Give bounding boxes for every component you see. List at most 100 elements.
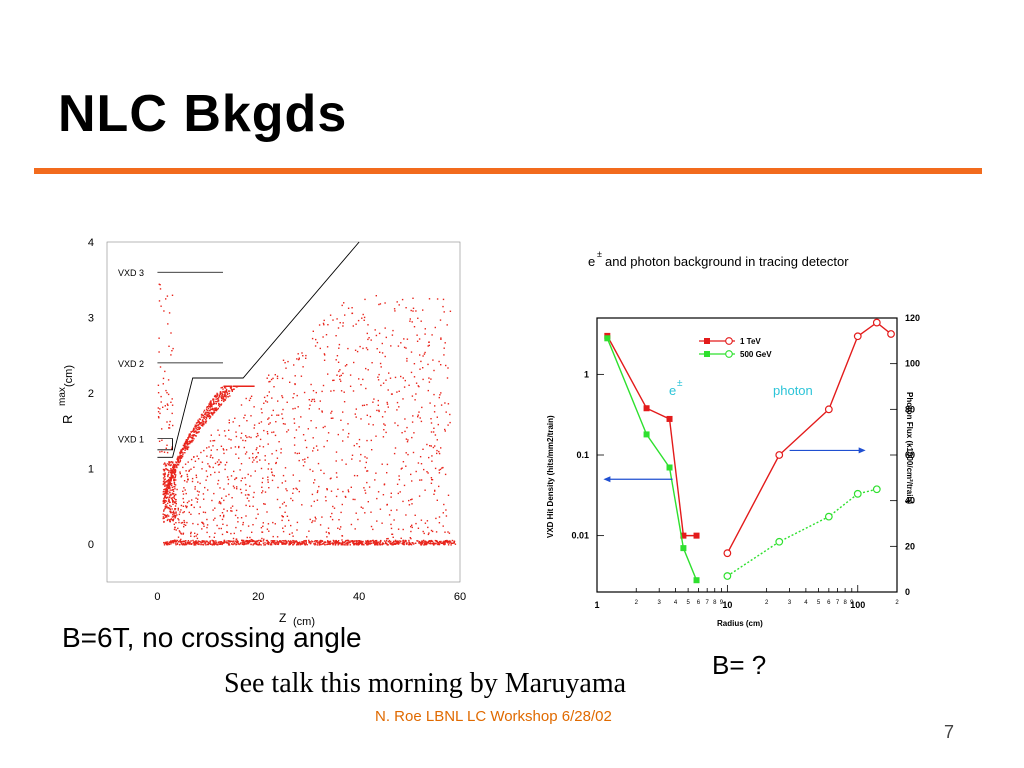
scatter-point — [261, 486, 263, 488]
scatter-point — [219, 394, 221, 396]
scatter-point — [181, 451, 183, 453]
scatter-point — [214, 407, 216, 409]
scatter-point — [229, 540, 231, 542]
scatter-point — [330, 417, 333, 419]
scatter-point — [247, 473, 249, 476]
scatter-point — [170, 505, 172, 508]
scatter-point — [422, 530, 424, 533]
scatter-point — [392, 542, 395, 544]
scatter-point — [207, 463, 209, 465]
scatter-point — [163, 510, 165, 512]
scatter-point — [327, 541, 329, 543]
scatter-point — [223, 398, 226, 401]
scatter-point — [268, 463, 270, 465]
y-tick-label: 1 — [88, 464, 94, 476]
scatter-point — [396, 541, 398, 543]
scatter-point — [221, 518, 224, 521]
scatter-point — [438, 516, 441, 518]
scatter-point — [210, 403, 212, 405]
scatter-point — [319, 400, 321, 402]
scatter-point — [163, 520, 165, 523]
scatter-point — [259, 445, 261, 447]
scatter-point — [420, 541, 423, 543]
scatter-point — [367, 369, 369, 371]
scatter-point — [169, 521, 171, 523]
scatter-point — [331, 410, 333, 413]
slide-title: NLC Bkgds — [58, 85, 348, 143]
scatter-point — [271, 479, 274, 482]
scatter-point — [438, 396, 440, 399]
scatter-point — [188, 511, 190, 514]
scatter-point — [299, 544, 302, 546]
scatter-point — [223, 542, 225, 544]
scatter-point — [248, 457, 251, 459]
scatter-point — [277, 541, 280, 543]
scatter-point — [179, 531, 181, 533]
scatter-point — [170, 482, 172, 485]
scatter-point — [444, 540, 447, 542]
scatter-point — [300, 416, 302, 418]
scatter-point — [446, 377, 449, 379]
scatter-point — [369, 415, 372, 418]
scatter-point — [430, 418, 432, 420]
scatter-point — [235, 453, 237, 455]
scatter-point — [163, 463, 165, 465]
scatter-point — [158, 417, 160, 419]
scatter-point — [359, 460, 361, 462]
scatter-point — [447, 424, 449, 426]
scatter-point — [288, 542, 291, 544]
scatter-point — [193, 542, 195, 545]
scatter-point — [220, 527, 222, 530]
scatter-point — [193, 438, 195, 440]
scatter-point — [277, 400, 279, 402]
scatter-point — [170, 401, 172, 403]
scatter-point — [202, 493, 205, 495]
scatter-point — [339, 375, 341, 377]
scatter-point — [416, 334, 418, 336]
scatter-point — [171, 475, 174, 477]
scatter-point — [197, 419, 199, 421]
scatter-point — [173, 483, 176, 486]
x-minor-tick-label: 9 — [720, 600, 724, 606]
scatter-point — [418, 495, 421, 497]
scatter-point — [218, 403, 221, 405]
scatter-point — [193, 430, 195, 432]
scatter-point — [187, 478, 189, 480]
scatter-point — [183, 487, 185, 489]
scatter-point — [173, 523, 175, 525]
scatter-point — [230, 507, 232, 509]
scatter-point — [354, 542, 356, 545]
scatter-point — [249, 397, 252, 399]
x-axis-label: Radius (cm) — [717, 619, 763, 628]
scatter-point — [177, 536, 180, 538]
scatter-point — [179, 541, 182, 543]
scatter-point — [340, 526, 342, 528]
scatter-point — [170, 474, 173, 476]
scatter-point — [331, 542, 334, 544]
vxd-label: VXD 2 — [118, 359, 144, 369]
scatter-point — [175, 529, 177, 531]
scatter-point — [363, 404, 366, 406]
scatter-point — [294, 375, 296, 377]
scatter-point — [203, 525, 205, 527]
scatter-point — [252, 540, 254, 543]
scatter-point — [454, 543, 457, 545]
scatter-point — [438, 469, 440, 471]
scatter-point — [392, 329, 394, 332]
scatter-point — [292, 488, 295, 490]
scatter-point — [165, 468, 168, 470]
scatter-point — [203, 498, 205, 500]
scatter-point — [422, 448, 424, 450]
scatter-point — [361, 317, 363, 319]
scatter-point — [195, 476, 198, 479]
scatter-point — [207, 411, 210, 414]
scatter-point — [235, 526, 237, 529]
scatter-point — [310, 505, 313, 507]
scatter-point — [342, 490, 344, 493]
scatter-point — [382, 382, 385, 384]
scatter-point — [417, 462, 420, 464]
scatter-point — [367, 324, 369, 326]
scatter-point — [209, 416, 212, 418]
scatter-point — [417, 527, 420, 529]
scatter-point — [370, 540, 372, 542]
